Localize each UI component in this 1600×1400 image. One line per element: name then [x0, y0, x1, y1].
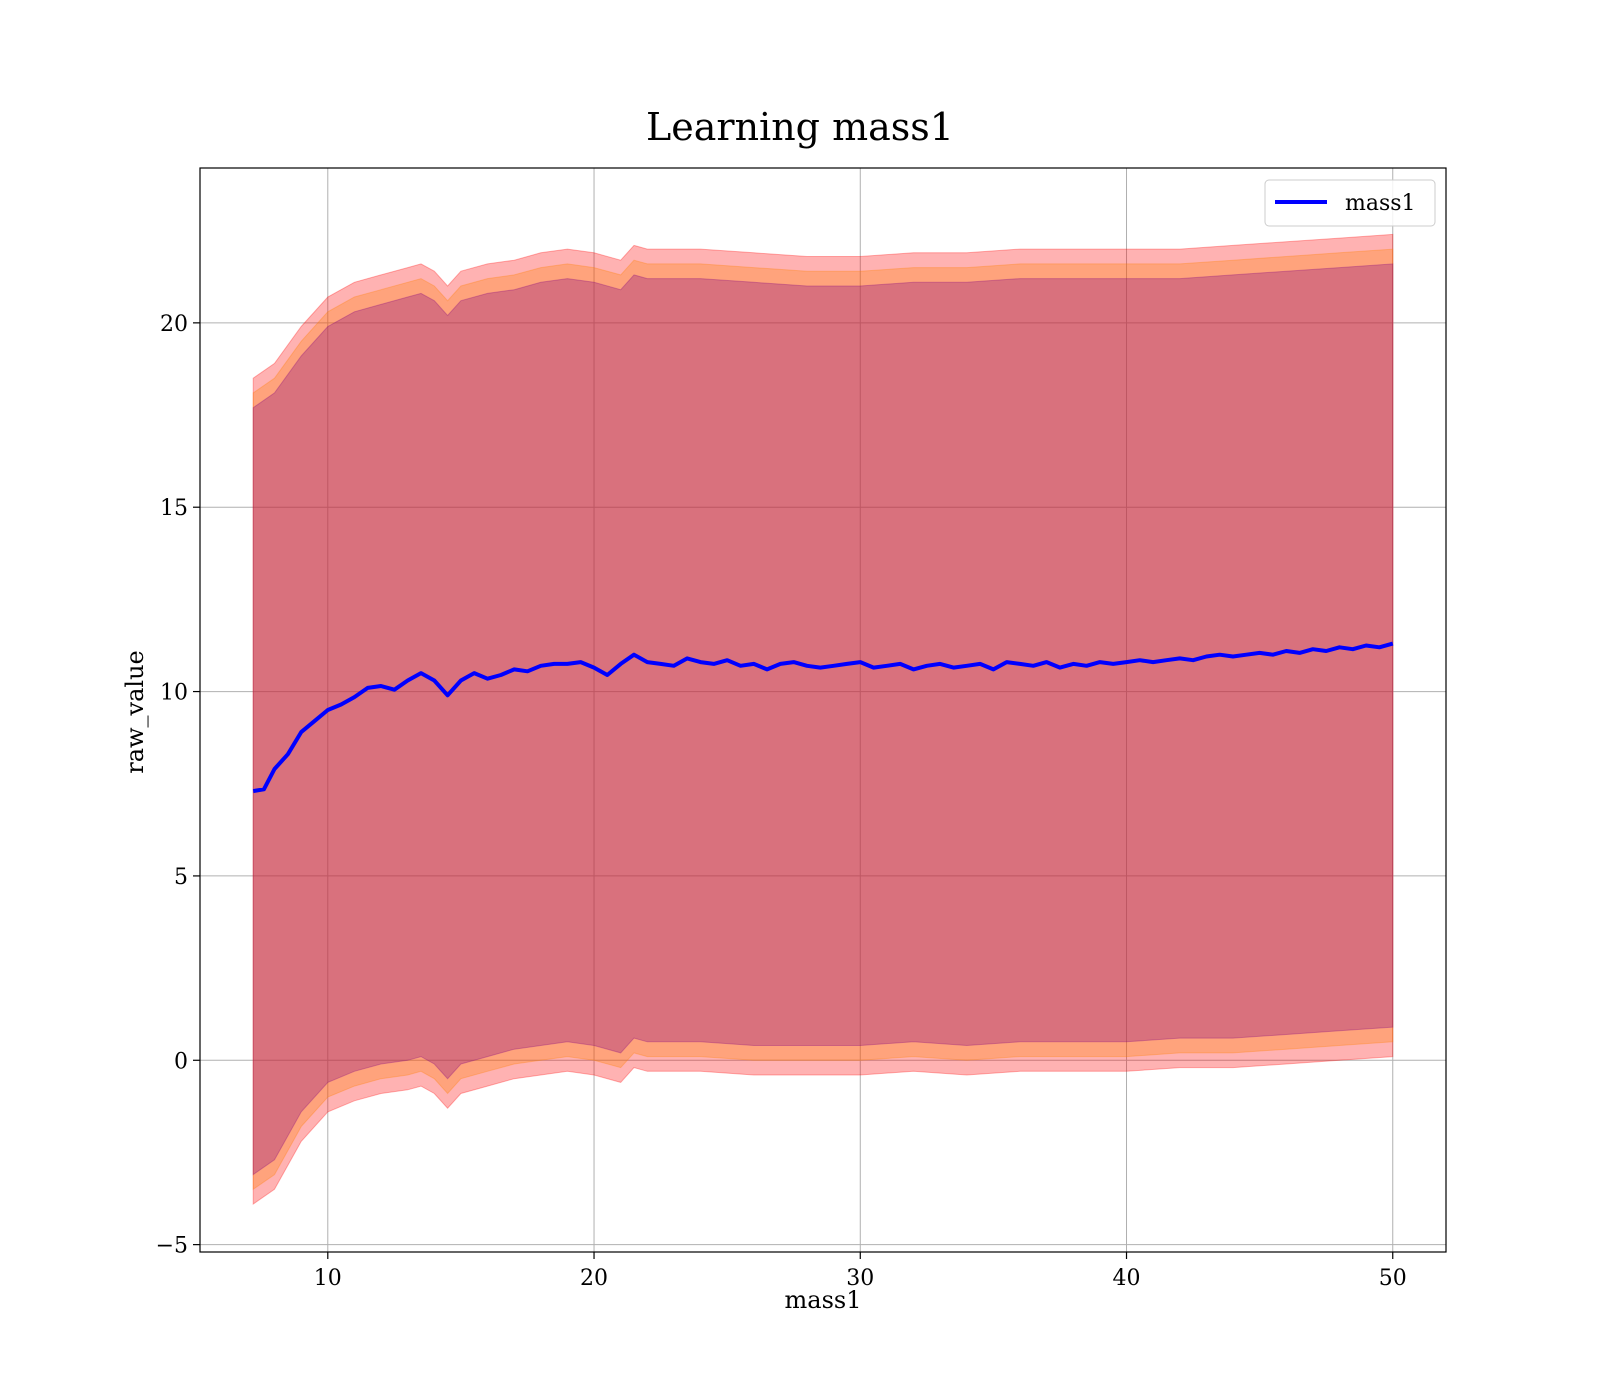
band-1 [252, 248, 1394, 1191]
x-axis-ticks: 10 20 30 40 50 [314, 1252, 1407, 1291]
series-lines [252, 641, 1394, 794]
y-tick-label-3: 10 [160, 681, 188, 706]
x-tick-label-4: 50 [1379, 1266, 1407, 1291]
y-tick-label-4: 15 [160, 496, 188, 521]
confidence-bands [252, 233, 1394, 1206]
y-axis-ticks: −5 0 5 10 15 20 [156, 312, 200, 1259]
y-tick-label-5: 20 [160, 312, 188, 337]
y-tick-label-1: 0 [174, 1049, 188, 1074]
legend-box [1264, 179, 1436, 227]
series-line-0 [252, 641, 1394, 794]
y-axis-label: raw_value [121, 650, 149, 774]
x-axis-label: mass1 [785, 1286, 862, 1314]
chart-title: Learning mass1 [646, 105, 954, 149]
y-tick-label-2: 5 [174, 865, 188, 890]
grid-lines [200, 168, 1446, 1252]
y-tick-label-0: −5 [156, 1234, 188, 1259]
legend: mass1 [1264, 179, 1436, 227]
x-tick-label-3: 40 [1113, 1266, 1141, 1291]
band-2 [252, 263, 1394, 1176]
x-tick-label-0: 10 [314, 1266, 342, 1291]
x-tick-label-1: 20 [580, 1266, 608, 1291]
x-tick-label-2: 30 [846, 1266, 874, 1291]
band-0 [252, 233, 1394, 1206]
plot-frame [199, 167, 1447, 1253]
legend-label-mass1: mass1 [1345, 191, 1416, 216]
